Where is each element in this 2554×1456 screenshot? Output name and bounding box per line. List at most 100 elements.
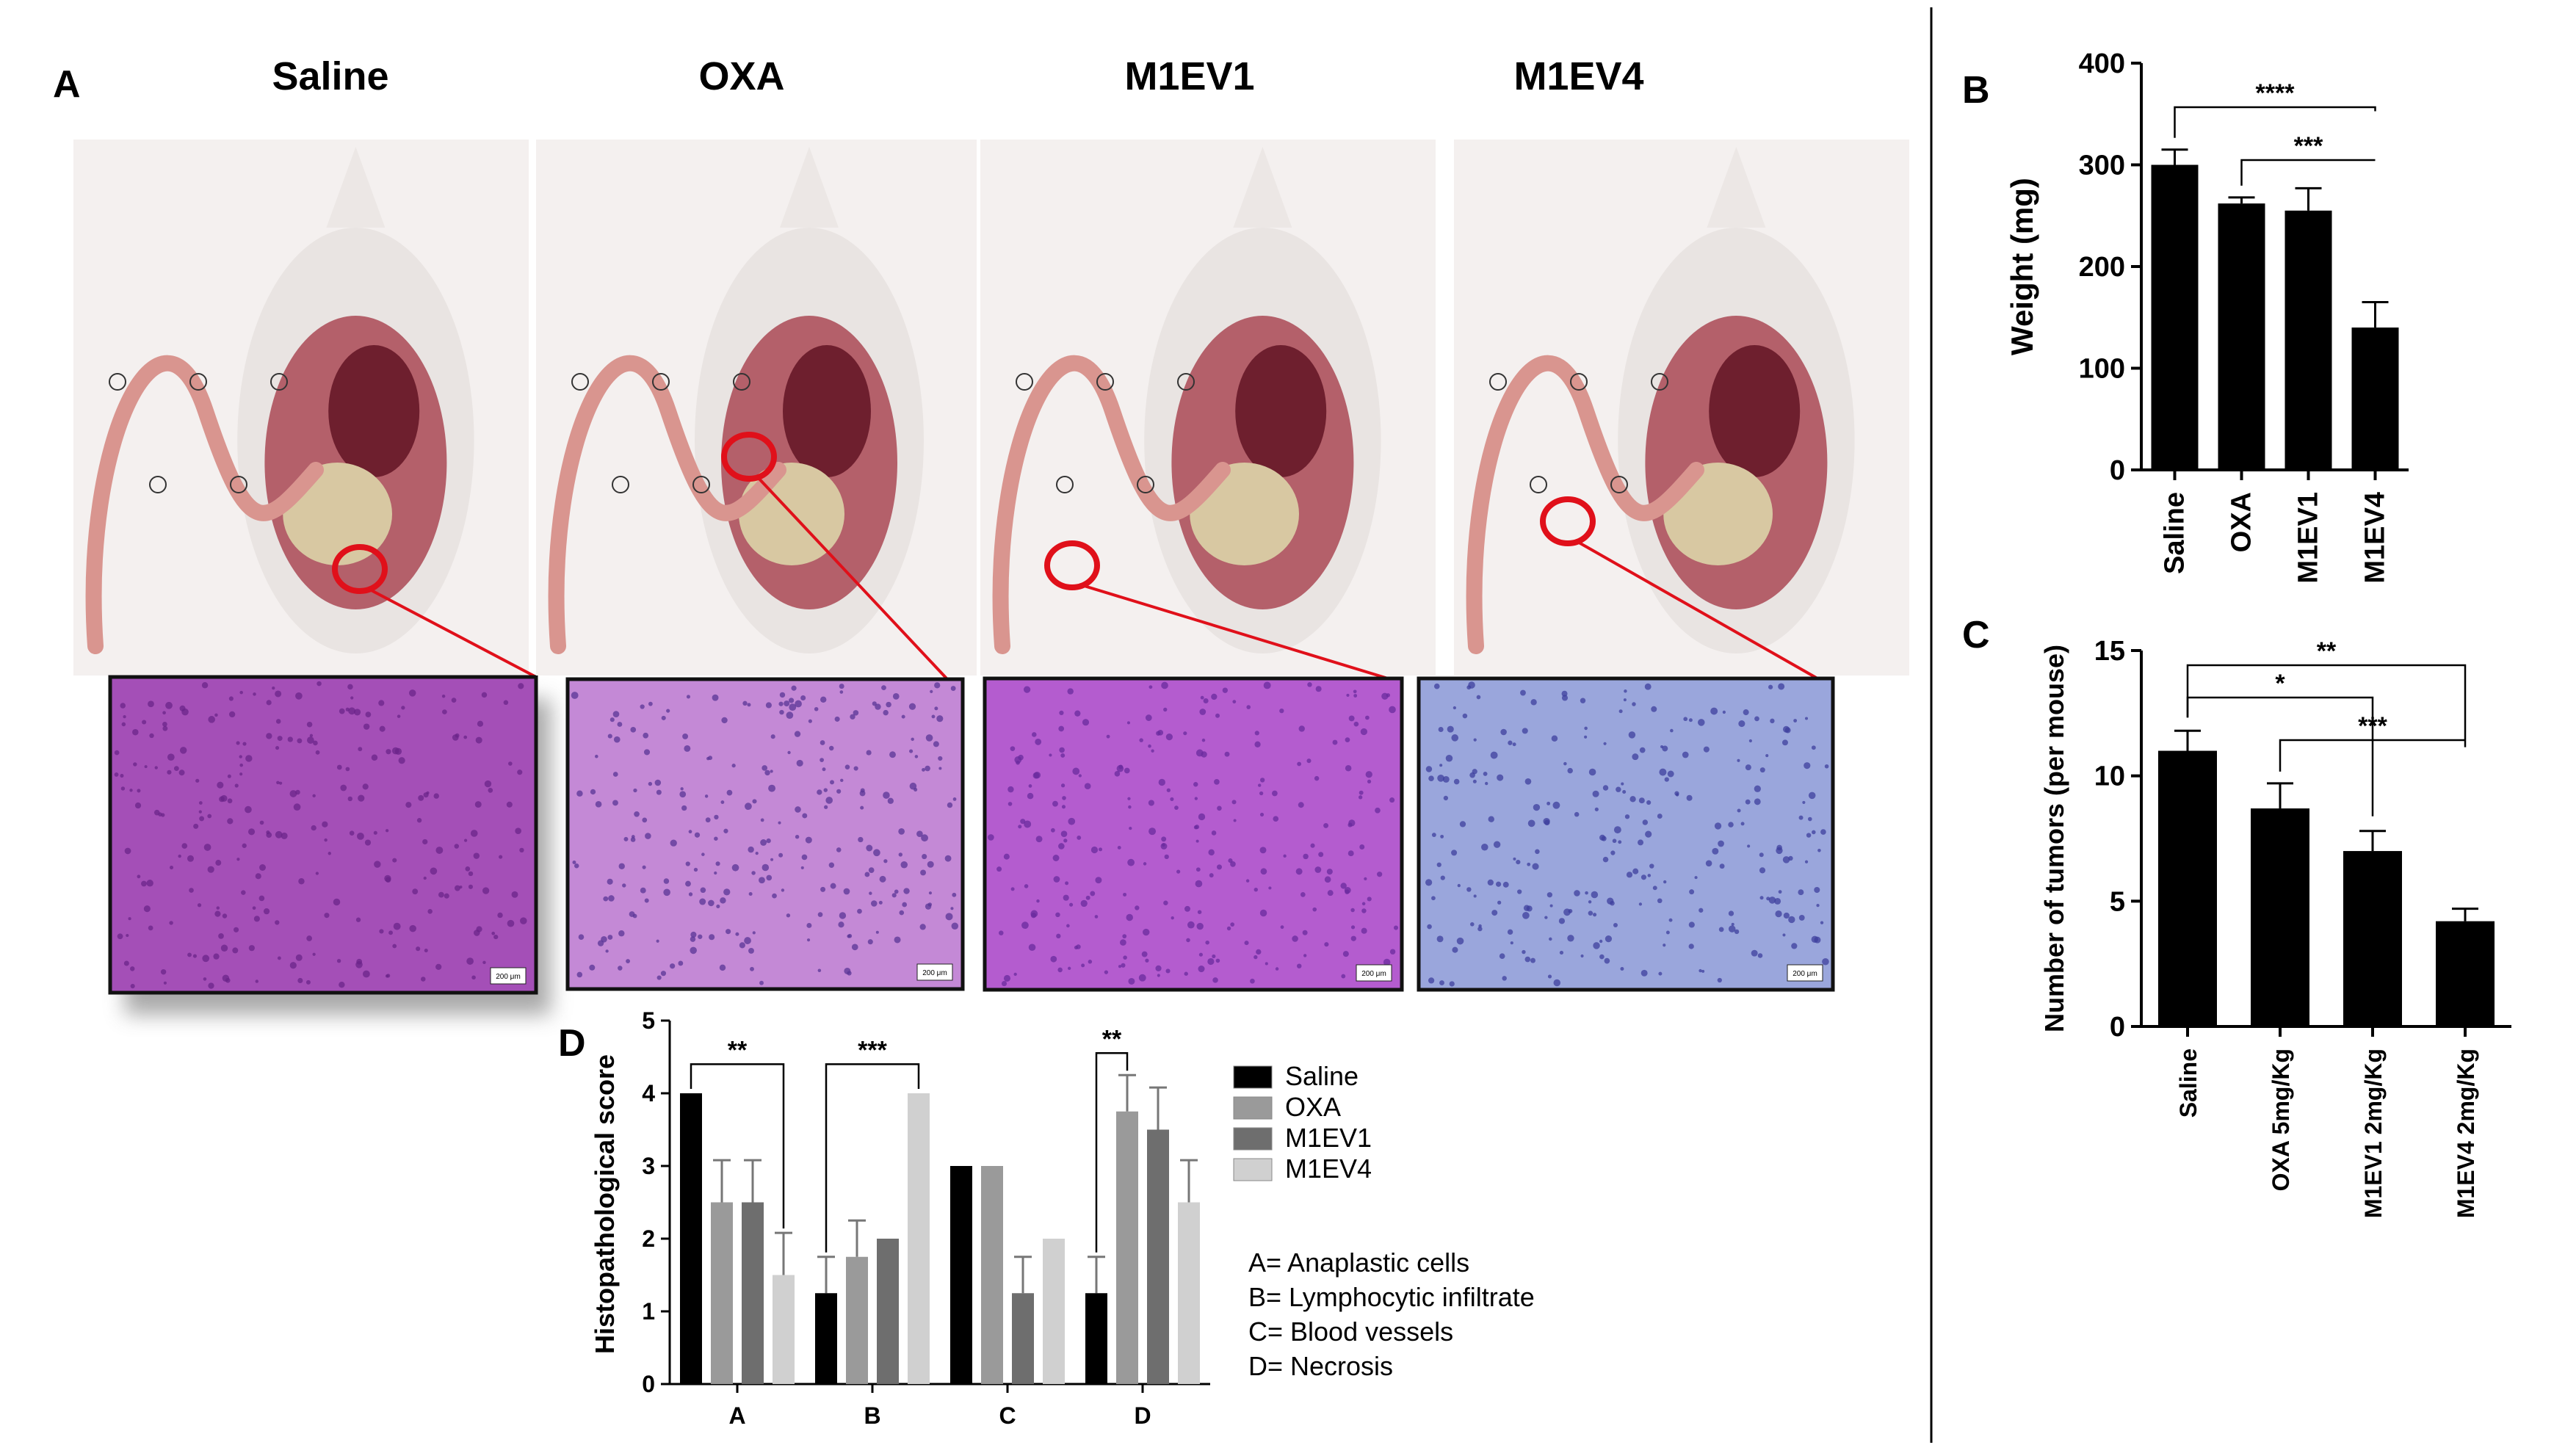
cell-nucleus [1532,863,1539,870]
cell-nucleus [1350,925,1356,930]
cell-nucleus [1436,935,1444,943]
cell-nucleus [1782,725,1790,733]
cell-nucleus [1544,916,1548,919]
tumor-circle [149,476,167,493]
cell-nucleus [520,917,527,924]
cell-nucleus [1626,872,1633,878]
cell-nucleus [225,977,231,983]
panel-c-letter: C [1962,614,1990,656]
cell-nucleus [473,852,480,859]
cell-nucleus [760,839,767,846]
cell-nucleus [266,733,272,739]
cell-nucleus [198,801,203,805]
cell-nucleus [950,686,956,691]
histology-image [565,677,965,991]
cell-nucleus [295,954,303,961]
cell-nucleus [1502,881,1509,888]
cell-nucleus [1585,891,1588,895]
tumor-circle [1096,373,1114,391]
panel-b: B 0 100 200 300 400 Saline OXA M1EV1 M1EV4 Weight… [1962,48,2409,584]
cell-nucleus [1710,707,1718,715]
cell-nucleus [1032,732,1037,737]
y-tick-label: 5 [642,1007,655,1034]
cell-nucleus [202,955,210,963]
cell-nucleus [1209,873,1214,878]
cell-nucleus [853,766,858,771]
cell-nucleus [938,756,943,761]
cell-nucleus [643,749,651,756]
cell-nucleus [442,709,447,714]
cell-nucleus [195,778,200,783]
cell-nucleus [609,717,615,722]
liver [328,345,420,477]
cell-nucleus [1745,799,1751,805]
cell-nucleus [482,960,486,965]
cell-nucleus [1512,742,1516,747]
cell-nucleus [306,721,313,728]
scale-bar [916,963,953,981]
cell-nucleus [1530,699,1537,706]
cell-nucleus [1195,867,1201,872]
cell-nucleus [745,803,752,811]
cell-nucleus [1822,957,1829,966]
cell-nucleus [295,789,300,795]
cell-nucleus [1551,735,1558,742]
cell-nucleus [708,899,715,907]
cell-nucleus [1584,735,1588,739]
cell-nucleus [481,692,488,698]
cell-nucleus [714,871,717,875]
cell-nucleus [814,706,819,711]
cell-nucleus [1674,791,1679,796]
cell-nucleus [898,852,903,857]
cell-nucleus [1652,885,1657,891]
cell-nucleus [1647,874,1652,877]
cell-nucleus [239,772,243,776]
cell-nucleus [1272,790,1278,797]
x-tick-label: Saline [2175,1048,2202,1118]
cell-nucleus [1186,938,1190,943]
cell-nucleus [253,692,256,696]
cell-nucleus [822,767,826,772]
cell-nucleus [721,717,728,724]
bar-saline [2158,750,2217,1026]
cell-nucleus [468,871,474,877]
y-axis-title: Weight (mg) [2005,178,2039,355]
connector-line [1574,539,1818,680]
cell-nucleus [1451,850,1458,856]
cell-nucleus [1440,875,1445,880]
cell-nucleus [1466,685,1472,690]
cell-nucleus [1588,768,1596,776]
cell-nucleus [903,888,910,894]
cell-nucleus [578,934,585,941]
cell-nucleus [1567,767,1573,774]
cell-nucleus [1657,898,1663,904]
cell-nucleus [364,839,372,846]
cell-nucleus [203,844,211,851]
cell-nucleus [385,829,389,833]
cell-nucleus [1705,860,1712,867]
cell-nucleus [760,818,764,822]
cell-nucleus [786,711,794,720]
cell-nucleus [165,701,173,709]
group-title: OXA [698,54,784,98]
cell-nucleus [1165,968,1171,974]
cell-nucleus [1020,819,1026,825]
cell-nucleus [281,832,288,839]
bar-oxa [2251,808,2309,1026]
cell-nucleus [324,913,330,919]
cell-nucleus [820,758,824,762]
cell-nucleus [1477,926,1483,932]
cell-nucleus [471,975,476,980]
cell-nucleus [1259,847,1267,854]
mouse-head [780,147,839,228]
cell-nucleus [1312,907,1317,912]
cell-nucleus [1028,943,1036,952]
cell-nucleus [656,939,659,943]
key-d: A= Anaplastic cells B= Lymphocytic infilt… [1248,1247,1535,1381]
cell-nucleus [1500,728,1507,736]
cell-nucleus [1747,844,1751,848]
bar-oxa-c [981,1166,1003,1384]
cell-nucleus [1759,767,1765,773]
cell-nucleus [576,790,583,797]
scale-bar-label: 200 μm [496,973,521,981]
